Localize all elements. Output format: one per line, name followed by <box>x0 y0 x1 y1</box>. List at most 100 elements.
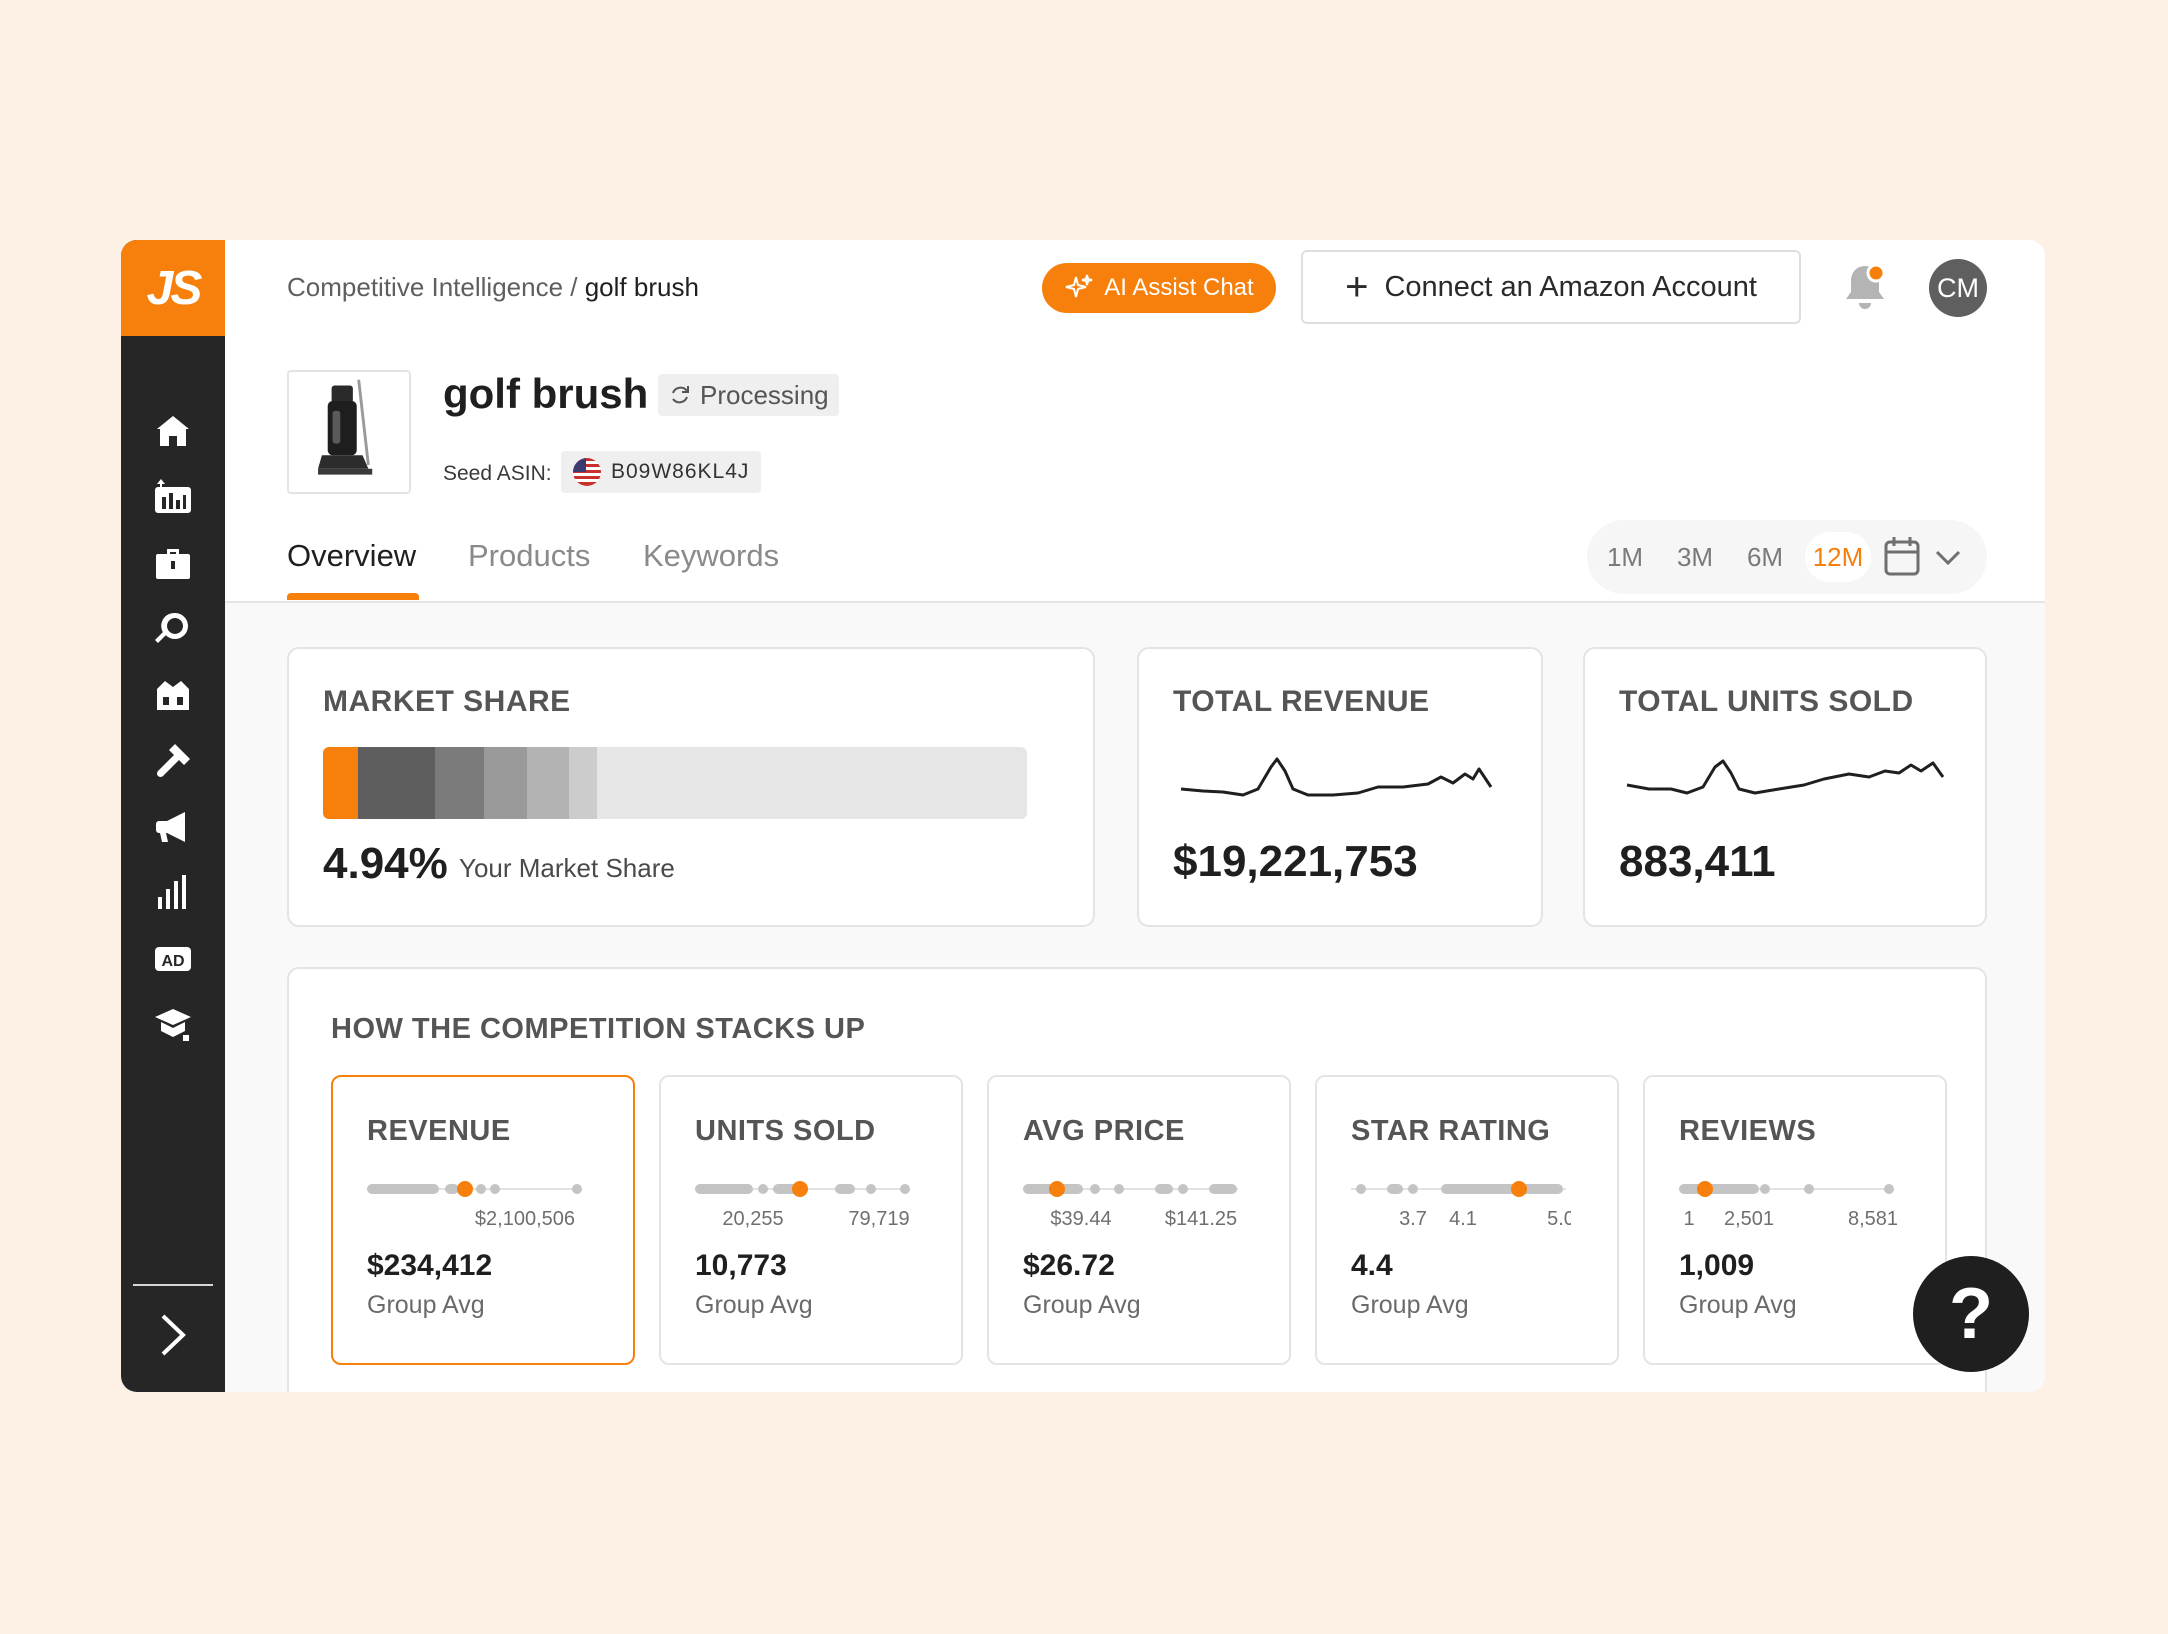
tick-label: 20,255 <box>722 1208 783 1230</box>
magnifier-icon[interactable] <box>149 605 197 653</box>
asin-value: B09W86KL4J <box>611 460 750 483</box>
briefcase-icon[interactable] <box>149 539 197 587</box>
market-share-segment[interactable] <box>435 747 485 819</box>
overview-content: MARKET SHARE 4.94% Your Market Share TOT… <box>225 603 2045 1392</box>
megaphone-icon[interactable] <box>149 803 197 851</box>
market-share-card: MARKET SHARE 4.94% Your Market Share <box>287 647 1095 927</box>
revenue-sparkline <box>1180 757 1493 797</box>
metric-subtitle: Group Avg <box>695 1291 813 1319</box>
market-share-segment[interactable] <box>357 747 436 819</box>
market-share-segment-yours[interactable] <box>323 747 358 819</box>
metric-card-star-rating[interactable]: STAR RATING 3.7 4.1 5.0 4.4 Group Avg <box>1315 1075 1619 1365</box>
market-share-subtitle: Your Market Share <box>459 853 675 883</box>
tick-label: $2,100,506 <box>475 1208 575 1230</box>
tab-products[interactable]: Products <box>468 538 591 573</box>
price-distribution: $39.44 $141.25 <box>1023 1181 1238 1230</box>
chevron-down-icon[interactable] <box>1933 542 1963 572</box>
metric-title: AVG PRICE <box>1023 1115 1185 1147</box>
metric-card-revenue[interactable]: REVENUE $2,100,506 $234,412 Group Avg <box>331 1075 635 1365</box>
metric-card-avg-price[interactable]: AVG PRICE $39.44 $141.25 $26.72 Group Av… <box>987 1075 1291 1365</box>
ai-assist-chat-button[interactable]: AI Assist Chat <box>1042 263 1276 313</box>
asin-chip[interactable]: B09W86KL4J <box>561 451 762 493</box>
header-divider <box>225 601 2045 603</box>
sidebar: JS AD <box>121 240 225 1392</box>
units-sparkline <box>1626 759 1945 795</box>
market-share-value: 4.94% <box>323 839 448 888</box>
period-selector: 1M 3M 6M 12M <box>1587 520 1987 594</box>
store-icon[interactable] <box>149 671 197 719</box>
metric-subtitle: Group Avg <box>367 1291 485 1319</box>
metric-subtitle: Group Avg <box>1351 1291 1469 1319</box>
breadcrumb-parent[interactable]: Competitive Intelligence / <box>287 272 578 302</box>
sparkle-icon <box>1066 274 1093 298</box>
total-revenue-card: TOTAL REVENUE $19,221,753 <box>1137 647 1543 927</box>
total-revenue-value: $19,221,753 <box>1173 837 1418 886</box>
total-units-card: TOTAL UNITS SOLD 883,411 <box>1583 647 1987 927</box>
connect-amazon-label: Connect an Amazon Account <box>1384 270 1757 303</box>
connect-amazon-button[interactable]: + Connect an Amazon Account <box>1301 250 1801 324</box>
bar-chart-icon[interactable] <box>149 869 197 917</box>
metric-subtitle: Group Avg <box>1023 1291 1141 1319</box>
graduation-cap-icon[interactable] <box>149 1001 197 1049</box>
home-icon[interactable] <box>149 407 197 455</box>
brand-logo[interactable]: JS <box>121 240 225 336</box>
plus-icon: + <box>1345 265 1369 309</box>
tab-overview[interactable]: Overview <box>287 538 417 573</box>
market-share-segment[interactable] <box>568 747 598 819</box>
ad-icon[interactable]: AD <box>149 935 197 983</box>
breadcrumb-current: golf brush <box>584 272 699 302</box>
metric-subtitle: Group Avg <box>1679 1291 1797 1319</box>
tick-label: 4.1 <box>1449 1208 1477 1230</box>
tick-label: $141.25 <box>1165 1208 1237 1230</box>
tick-label: $39.44 <box>1050 1208 1111 1230</box>
notification-bell-icon[interactable] <box>1839 260 1891 314</box>
metric-title: REVENUE <box>367 1115 511 1147</box>
tick-label: 1 <box>1683 1208 1694 1230</box>
market-share-title: MARKET SHARE <box>323 685 571 718</box>
market-share-segment[interactable] <box>526 747 569 819</box>
revenue-distribution: $2,100,506 <box>367 1181 582 1230</box>
period-12m[interactable]: 12M <box>1805 532 1871 582</box>
status-label: Processing <box>700 379 829 410</box>
metric-value: 1,009 <box>1679 1249 1755 1282</box>
metric-card-reviews[interactable]: REVIEWS 1 2,501 8,581 1,009 Group Avg <box>1643 1075 1947 1365</box>
help-button[interactable]: ? <box>1913 1256 2029 1372</box>
period-1m[interactable]: 1M <box>1606 541 1644 572</box>
period-3m[interactable]: 3M <box>1676 541 1714 572</box>
competition-card: HOW THE COMPETITION STACKS UP REVENUE $2… <box>287 967 1987 1392</box>
tick-label: 3.7 <box>1399 1208 1427 1230</box>
total-units-title: TOTAL UNITS SOLD <box>1619 685 1914 718</box>
tick-label: 5.0 <box>1547 1208 1571 1230</box>
product-title: golf brush <box>443 370 649 417</box>
app-window: JS AD <box>121 240 2045 1392</box>
total-revenue-title: TOTAL REVENUE <box>1173 685 1430 718</box>
market-share-segment[interactable] <box>597 747 1027 819</box>
total-units-value: 883,411 <box>1619 837 1776 886</box>
tab-keywords[interactable]: Keywords <box>643 538 780 573</box>
active-tab-indicator <box>287 593 419 600</box>
svg-text:AD: AD <box>161 953 184 970</box>
rating-distribution: 3.7 4.1 5.0 <box>1351 1181 1571 1230</box>
product-thumbnail <box>287 370 411 494</box>
market-share-segment[interactable] <box>484 747 527 819</box>
refresh-icon <box>672 386 689 404</box>
period-6m[interactable]: 6M <box>1746 541 1784 572</box>
reviews-distribution: 1 2,501 8,581 <box>1679 1181 1898 1230</box>
tick-label: 79,719 <box>848 1208 909 1230</box>
tick-label: 2,501 <box>1724 1208 1774 1230</box>
units-distribution: 20,255 79,719 <box>695 1181 910 1230</box>
metric-title: REVIEWS <box>1679 1115 1817 1147</box>
market-share-bar[interactable] <box>323 747 1027 819</box>
seed-asin-label: Seed ASIN: <box>443 462 552 485</box>
chevron-right-icon[interactable] <box>153 1310 193 1360</box>
user-avatar[interactable]: CM <box>1929 259 1987 317</box>
metric-card-units-sold[interactable]: UNITS SOLD 20,255 79,719 10,773 Group Av… <box>659 1075 963 1365</box>
hammer-icon[interactable] <box>149 737 197 785</box>
sidebar-divider <box>133 1284 213 1286</box>
chart-icon[interactable] <box>149 473 197 521</box>
calendar-icon[interactable] <box>1883 534 1921 578</box>
metric-value: 10,773 <box>695 1249 787 1282</box>
metric-value: $234,412 <box>367 1249 493 1282</box>
metric-title: STAR RATING <box>1351 1115 1551 1147</box>
status-badge: Processing <box>658 374 839 416</box>
